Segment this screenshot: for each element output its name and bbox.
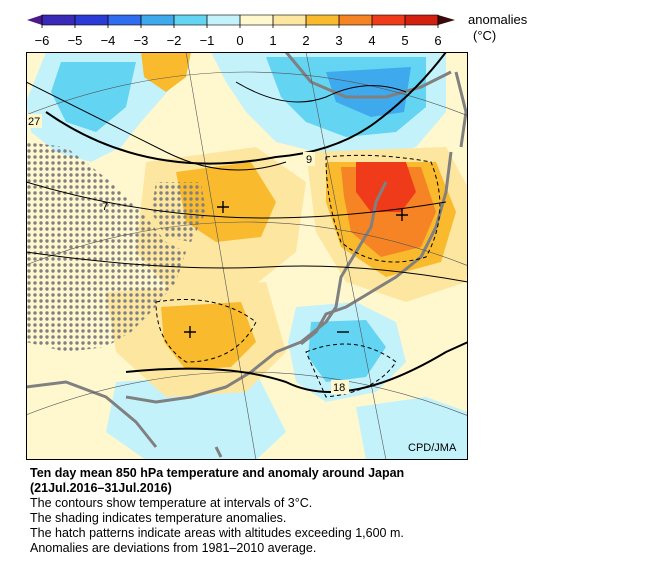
warm-region-north — [141, 52, 191, 92]
contour-thin-2 — [26, 181, 447, 219]
cool-anomaly-regions — [26, 52, 468, 460]
map-frame — [26, 52, 468, 460]
colorbar-cell — [273, 15, 307, 25]
colorbar-tick-label: 5 — [401, 33, 408, 48]
colorbar-tick-label: −4 — [101, 33, 116, 48]
colorbar-cell — [240, 15, 274, 25]
hatch-mongolia — [151, 182, 206, 242]
contour-bold-9 — [45, 52, 447, 165]
coast-taiwan — [214, 446, 223, 458]
cool-region-southeast — [356, 397, 468, 460]
colorbar-ticks: −6 −5 −4 −3 −2 −1 0 1 2 3 4 5 6 — [35, 15, 442, 48]
map-credit: CPD/JMA — [408, 442, 457, 454]
warm-region-china-mid — [161, 302, 256, 370]
high-altitude-hatch — [26, 142, 206, 352]
colorbar-tick-label: −5 — [68, 33, 83, 48]
cool-region-siberia-core — [326, 67, 411, 117]
plus-marker-mongolia — [217, 201, 229, 213]
colorbar-tick-label: 2 — [302, 33, 309, 48]
contour-label-7: 7 — [102, 201, 108, 213]
caption-period: (21Jul.2016–31Jul.2016) — [30, 481, 172, 495]
contour-thin-4 — [235, 81, 407, 103]
coastlines — [26, 52, 468, 458]
colorbar-tick-label: 3 — [335, 33, 342, 48]
colorbar-tick-label: 6 — [434, 33, 441, 48]
colorbar-cell — [306, 15, 340, 25]
extremum-markers — [184, 201, 408, 338]
colorbar-cell — [207, 15, 241, 25]
cool-region-south — [106, 372, 286, 460]
anomaly-colorbar: −6 −5 −4 −3 −2 −1 0 1 2 3 4 5 6 anomalies (°C) — [27, 12, 528, 48]
cool-region-northwest-mid — [51, 62, 136, 132]
colorbar-tick-label: −1 — [200, 33, 215, 48]
contour-thin-1 — [26, 81, 287, 171]
temperature-contours — [26, 52, 468, 398]
contour-labels: 27 9 7 18 — [26, 114, 349, 394]
colorbar-tick-label: −3 — [134, 33, 149, 48]
colorbar-left-arrow — [27, 15, 42, 25]
contour-label-9: 9 — [306, 154, 312, 166]
contour-bold-18 — [125, 341, 468, 393]
contour-label-18: 18 — [333, 382, 345, 394]
colorbar-cell — [339, 15, 373, 25]
colorbar-tick-label: 1 — [269, 33, 276, 48]
plus-marker-china — [184, 326, 196, 338]
contour-dashed-2 — [155, 299, 257, 363]
caption-title: Ten day mean 850 hPa temperature and ano… — [30, 466, 405, 480]
graticule-parallel-60 — [26, 71, 468, 117]
colorbar-cell — [405, 15, 438, 25]
colorbar-right-arrow — [438, 15, 455, 25]
cool-region-japan-mid — [308, 320, 386, 382]
contour-dashed-3 — [325, 154, 441, 263]
caption-line-contours: The contours show temperature at interva… — [30, 496, 313, 510]
colorbar-cell — [372, 15, 406, 25]
coast-sakhalin — [454, 71, 468, 148]
caption-line-hatch: The hatch patterns indicate areas with a… — [30, 526, 404, 540]
warm-region-manchuria-core — [356, 162, 416, 212]
colorbar-tick-label: −2 — [167, 33, 182, 48]
colorbar-cell — [75, 15, 109, 25]
colorbar-unit-label: anomalies — [468, 12, 528, 27]
coast-japan — [300, 151, 453, 346]
colorbar-unit: (°C) — [473, 28, 496, 43]
coast-okhotsk — [284, 52, 452, 99]
colorbar-tick-label: −6 — [35, 33, 50, 48]
caption-line-baseline: Anomalies are deviations from 1981–2010 … — [30, 541, 317, 555]
temperature-anomaly-map: 27 9 7 18 CPD/JMA — [26, 52, 468, 460]
colorbar-cell — [108, 15, 142, 25]
colorbar-cell — [174, 15, 208, 25]
contour-label-27: 27 — [28, 116, 40, 128]
coast-korea-china — [125, 181, 388, 404]
graticule-meridian-140 — [305, 52, 387, 460]
hatch-tibet — [26, 142, 186, 352]
caption-line-shading: The shading indicates temperature anomal… — [30, 511, 287, 525]
coast-indochina — [26, 380, 158, 448]
graticule-parallel-40 — [26, 221, 468, 267]
contour-thin-3 — [26, 251, 468, 283]
colorbar-tick-label: 0 — [236, 33, 243, 48]
colorbar-cell — [42, 15, 76, 25]
colorbar-cell — [141, 15, 175, 25]
map-caption: Ten day mean 850 hPa temperature and ano… — [30, 466, 630, 556]
colorbar-tick-label: 4 — [368, 33, 375, 48]
graticule-meridian-120 — [185, 52, 257, 460]
plus-marker-manchuria — [396, 209, 408, 221]
